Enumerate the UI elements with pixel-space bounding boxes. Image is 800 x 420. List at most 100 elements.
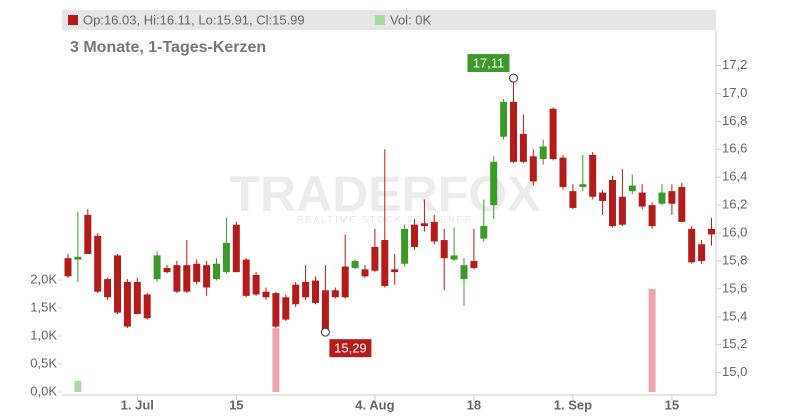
candle-body (341, 266, 349, 298)
candle-body (440, 240, 448, 259)
y2-tick-label: 2,0K (30, 271, 57, 286)
candle-body (638, 192, 646, 207)
candle-body (569, 191, 577, 208)
y2-tick-label: 0,0K (30, 383, 57, 398)
candle-body (381, 240, 389, 287)
volume-bar (74, 380, 82, 392)
candle-body (74, 256, 82, 260)
candle-body (430, 221, 438, 242)
y-tick-label: 15,6 (722, 280, 747, 295)
x-tick-label: 18 (467, 397, 481, 412)
y-tick-label: 16,4 (722, 169, 747, 184)
candle-body (579, 184, 587, 187)
chart-title: 3 Monate, 1-Tages-Kerzen (70, 39, 266, 56)
candle-body (559, 157, 567, 187)
x-tick-label: 15 (229, 397, 243, 412)
annotation-marker (509, 73, 518, 83)
y-tick-label: 15,4 (722, 308, 747, 323)
candle-body (193, 263, 201, 282)
candle-body (272, 293, 280, 327)
candle-body (104, 279, 112, 298)
candle-body (321, 290, 329, 331)
legend-swatch-price (68, 15, 78, 25)
legend-price: Op:16.03, Hi:16.11, Lo:15.91, Cl:15.99 (83, 12, 305, 27)
candle-body (203, 265, 211, 288)
candle-body (609, 179, 616, 227)
candle-body (391, 269, 399, 273)
y-tick-label: 15,0 (722, 364, 747, 379)
annotation-box (467, 54, 510, 73)
candle-body (460, 265, 468, 280)
candle-body (123, 281, 131, 327)
candle-body (628, 185, 636, 192)
candle-body (470, 260, 478, 268)
candle-body (282, 297, 290, 320)
volume-bar (272, 328, 280, 392)
candle-body (698, 244, 706, 261)
candle-body (450, 255, 458, 260)
candle-body (64, 258, 72, 277)
candle-body (351, 260, 359, 268)
x-tick-label: 1. Sep (554, 397, 592, 412)
y-tick-label: 16,8 (722, 113, 747, 128)
y-tick-label: 17,2 (722, 57, 747, 72)
candle-body (292, 284, 300, 305)
candle-body (262, 291, 270, 298)
candle-body (519, 133, 527, 162)
candle-body (480, 226, 488, 239)
y2-tick-label: 0,5K (30, 355, 57, 370)
candle-body (539, 146, 547, 160)
candle-body (708, 228, 715, 235)
candle-body (242, 259, 250, 296)
x-tick-label: 1. Jul (121, 397, 154, 412)
legend-bar (62, 10, 716, 30)
candle-body (688, 228, 696, 263)
candle-body (114, 255, 121, 313)
candle-body (510, 101, 517, 162)
annotation-marker (320, 327, 330, 337)
candle-body (401, 228, 409, 264)
y-tick-label: 15,8 (722, 252, 747, 267)
y-tick-label: 15,2 (722, 336, 747, 351)
legend-volume: Vol: 0K (390, 12, 432, 27)
annotation-label: 15,29 (334, 341, 367, 356)
y2-tick-label: 1,5K (30, 299, 57, 314)
volume-bar (648, 288, 656, 392)
candle-body (599, 192, 607, 201)
candle-body (213, 263, 220, 280)
y-tick-label: 16,6 (722, 141, 747, 156)
candle-body (94, 235, 102, 292)
candle-body (371, 247, 379, 271)
candle-body (678, 186, 686, 222)
candle-body (411, 224, 418, 248)
annotation-label: 17,11 (473, 56, 505, 71)
x-tick-label: 4. Aug (355, 397, 394, 412)
candle-body (490, 161, 498, 206)
candle-body (648, 205, 656, 227)
candle-body (361, 269, 369, 277)
candle-body (133, 281, 141, 315)
candle-body (252, 274, 260, 295)
candle-body (143, 294, 151, 319)
candle-body (312, 280, 319, 303)
candle-body (163, 267, 171, 273)
legend-swatch-volume (375, 15, 385, 25)
candle-body (302, 281, 310, 298)
candle-body (232, 224, 240, 273)
candle-body (589, 154, 597, 197)
candle-body (618, 196, 626, 225)
y-tick-label: 17,0 (722, 85, 747, 100)
candle-body (153, 255, 161, 280)
watermark-subtitle: REALTIME STOCK SCREENER (297, 214, 473, 224)
candle-body (658, 192, 666, 204)
candle-body (222, 242, 230, 273)
candle-body (84, 214, 92, 254)
y-tick-label: 16,0 (722, 224, 747, 239)
candle-body (500, 101, 508, 137)
candle-body (529, 156, 537, 182)
candle-body (549, 108, 557, 160)
x-tick-label: 15 (665, 397, 679, 412)
candle-body (183, 265, 191, 292)
